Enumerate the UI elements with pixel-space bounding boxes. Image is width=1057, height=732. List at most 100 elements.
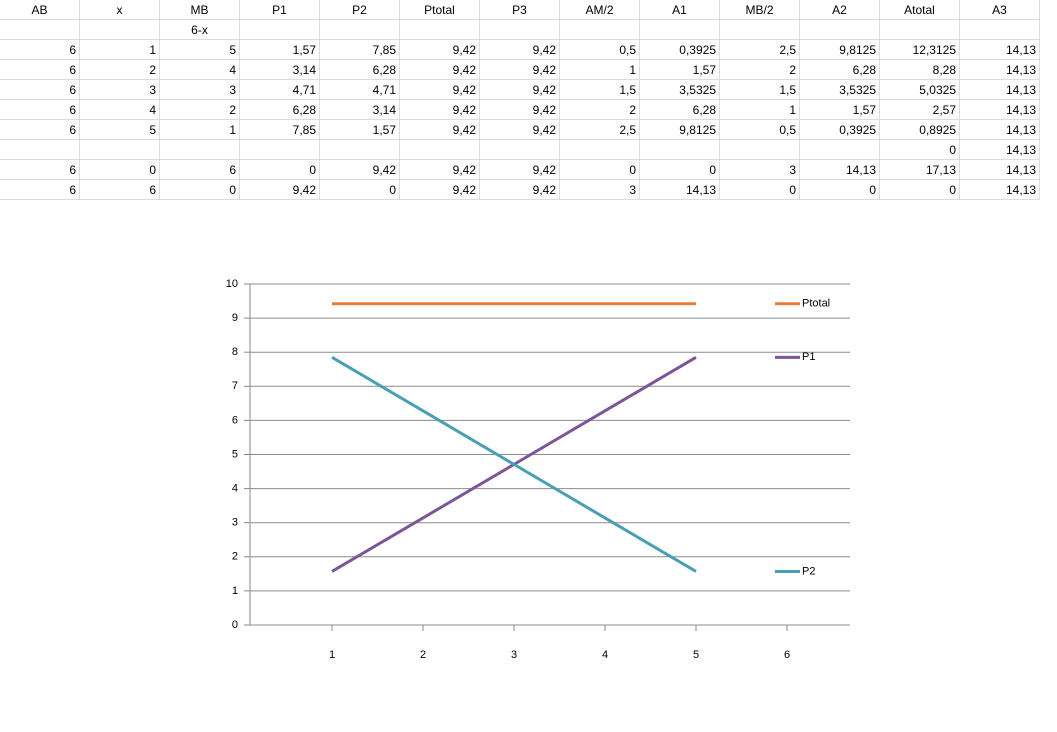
table-cell[interactable]: 9,42: [480, 180, 560, 200]
table-cell[interactable]: 1,5: [720, 80, 800, 100]
table-cell[interactable]: 0: [160, 180, 240, 200]
table-cell[interactable]: 9,42: [400, 80, 480, 100]
table-cell[interactable]: 9,42: [400, 180, 480, 200]
table-cell[interactable]: 3,14: [320, 100, 400, 120]
header-cell[interactable]: A1: [640, 0, 720, 20]
header-cell[interactable]: Atotal: [880, 0, 960, 20]
table-cell[interactable]: 2: [720, 60, 800, 80]
table-cell[interactable]: 14,13: [960, 120, 1040, 140]
table-cell[interactable]: 5: [80, 120, 160, 140]
table-cell[interactable]: [0, 20, 80, 40]
table-cell[interactable]: 9,42: [480, 40, 560, 60]
table-cell[interactable]: [80, 140, 160, 160]
table-cell[interactable]: 0: [80, 160, 160, 180]
table-cell[interactable]: 9,42: [480, 120, 560, 140]
table-cell[interactable]: [640, 140, 720, 160]
header-cell[interactable]: x: [80, 0, 160, 20]
table-cell[interactable]: 0: [240, 160, 320, 180]
table-cell[interactable]: [80, 20, 160, 40]
table-cell[interactable]: [640, 20, 720, 40]
table-cell[interactable]: 6: [0, 100, 80, 120]
table-cell[interactable]: [160, 140, 240, 160]
table-cell[interactable]: 0: [640, 160, 720, 180]
table-cell[interactable]: 7,85: [240, 120, 320, 140]
table-cell[interactable]: 14,13: [960, 40, 1040, 60]
header-cell[interactable]: Ptotal: [400, 0, 480, 20]
table-cell[interactable]: 14,13: [800, 160, 880, 180]
table-cell[interactable]: [480, 20, 560, 40]
table-cell[interactable]: 2,5: [560, 120, 640, 140]
table-cell[interactable]: 3,14: [240, 60, 320, 80]
table-cell[interactable]: 3: [160, 80, 240, 100]
header-cell[interactable]: P1: [240, 0, 320, 20]
table-cell[interactable]: [400, 140, 480, 160]
table-cell[interactable]: 1: [720, 100, 800, 120]
table-cell[interactable]: 0,5: [560, 40, 640, 60]
header-cell[interactable]: MB: [160, 0, 240, 20]
table-cell[interactable]: 0: [560, 160, 640, 180]
table-cell[interactable]: 5: [160, 40, 240, 60]
table-cell[interactable]: 1,57: [800, 100, 880, 120]
header-cell[interactable]: AM/2: [560, 0, 640, 20]
header-cell[interactable]: A2: [800, 0, 880, 20]
table-cell[interactable]: 5,0325: [880, 80, 960, 100]
table-cell[interactable]: 2: [160, 100, 240, 120]
table-cell[interactable]: 9,8125: [800, 40, 880, 60]
table-cell[interactable]: 12,3125: [880, 40, 960, 60]
table-cell[interactable]: 9,42: [400, 100, 480, 120]
table-cell[interactable]: 1,5: [560, 80, 640, 100]
table-cell[interactable]: [320, 20, 400, 40]
table-cell[interactable]: 9,42: [400, 120, 480, 140]
header-cell[interactable]: P2: [320, 0, 400, 20]
table-cell[interactable]: 0: [880, 140, 960, 160]
table-cell[interactable]: 6: [0, 120, 80, 140]
table-cell[interactable]: 3: [560, 180, 640, 200]
table-cell[interactable]: [720, 140, 800, 160]
table-cell[interactable]: 2: [80, 60, 160, 80]
table-cell[interactable]: 0,3925: [640, 40, 720, 60]
table-cell[interactable]: 0,8925: [880, 120, 960, 140]
table-cell[interactable]: 9,42: [400, 160, 480, 180]
table-cell[interactable]: 2: [560, 100, 640, 120]
table-cell[interactable]: [800, 20, 880, 40]
table-cell[interactable]: 0: [800, 180, 880, 200]
header-cell[interactable]: AB: [0, 0, 80, 20]
table-cell[interactable]: 2,57: [880, 100, 960, 120]
table-cell[interactable]: 4,71: [320, 80, 400, 100]
table-cell[interactable]: 9,42: [400, 60, 480, 80]
table-cell[interactable]: 3: [80, 80, 160, 100]
table-cell[interactable]: 1: [160, 120, 240, 140]
table-cell[interactable]: [240, 20, 320, 40]
table-cell[interactable]: 14,13: [960, 80, 1040, 100]
table-cell[interactable]: 1,57: [240, 40, 320, 60]
table-cell[interactable]: 6: [0, 160, 80, 180]
table-cell[interactable]: 9,42: [480, 80, 560, 100]
table-cell[interactable]: 6: [0, 180, 80, 200]
table-cell[interactable]: 0: [880, 180, 960, 200]
table-cell[interactable]: 17,13: [880, 160, 960, 180]
table-cell[interactable]: 7,85: [320, 40, 400, 60]
table-cell[interactable]: 8,28: [880, 60, 960, 80]
table-cell[interactable]: [320, 140, 400, 160]
table-cell[interactable]: 9,8125: [640, 120, 720, 140]
table-cell[interactable]: 9,42: [400, 40, 480, 60]
table-cell[interactable]: 6,28: [800, 60, 880, 80]
table-cell[interactable]: 9,42: [240, 180, 320, 200]
table-cell[interactable]: 6: [80, 180, 160, 200]
table-cell[interactable]: 1,57: [640, 60, 720, 80]
table-cell[interactable]: [560, 140, 640, 160]
header-cell[interactable]: MB/2: [720, 0, 800, 20]
table-cell[interactable]: 6,28: [640, 100, 720, 120]
table-cell[interactable]: 3,5325: [640, 80, 720, 100]
table-cell[interactable]: 9,42: [480, 100, 560, 120]
table-cell[interactable]: 0,5: [720, 120, 800, 140]
table-cell[interactable]: 6: [160, 160, 240, 180]
table-cell[interactable]: [480, 140, 560, 160]
table-cell[interactable]: 6: [0, 80, 80, 100]
table-cell[interactable]: [400, 20, 480, 40]
table-cell[interactable]: 1,57: [320, 120, 400, 140]
table-cell[interactable]: 0: [320, 180, 400, 200]
table-cell[interactable]: 4,71: [240, 80, 320, 100]
table-cell[interactable]: 9,42: [480, 60, 560, 80]
table-cell[interactable]: [240, 140, 320, 160]
